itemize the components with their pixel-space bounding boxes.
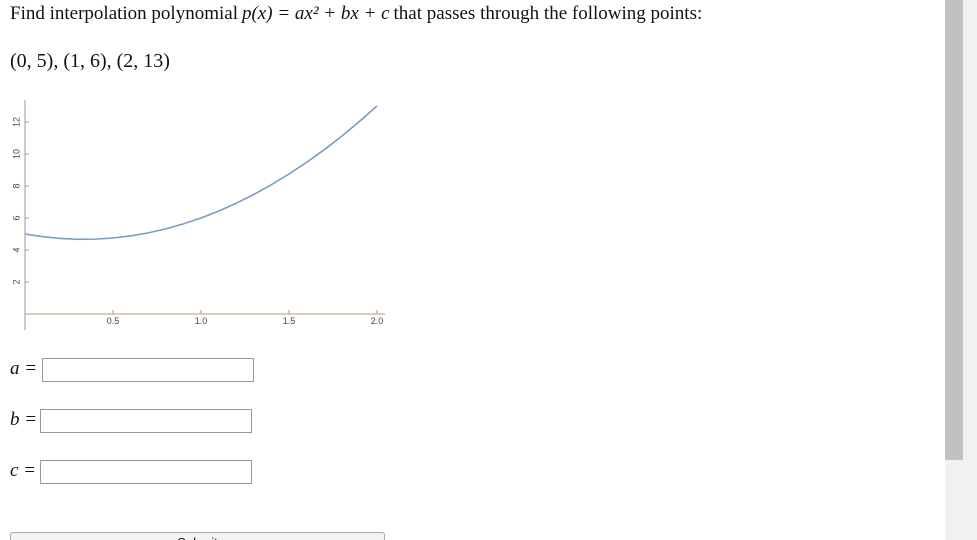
y-tick-label: 4 — [11, 247, 21, 252]
input-label: c = — [10, 460, 37, 481]
y-tick-label: 8 — [11, 183, 21, 188]
input-a[interactable] — [42, 358, 254, 382]
input-label: a = — [10, 358, 38, 379]
y-tick-label: 10 — [11, 149, 21, 159]
input-b[interactable] — [40, 409, 252, 433]
input-label: b = — [10, 409, 38, 430]
x-tick-label: 1.0 — [195, 316, 208, 326]
points: (0, 5), (1, 6), (2, 13) — [10, 50, 170, 72]
x-tick-label: 1.5 — [283, 316, 296, 326]
x-tick-label: 0.5 — [107, 316, 120, 326]
input-c[interactable] — [40, 460, 252, 484]
question-prefix: Find interpolation polynomial — [10, 3, 238, 24]
curve — [24, 105, 378, 241]
formula: p(x) = ax² + bx + c — [241, 3, 390, 24]
plot: 2 4 6 8 10 12 0.5 1.0 1.5 2.0 — [11, 100, 385, 330]
y-tick-label: 12 — [11, 117, 21, 127]
submit-button[interactable]: Submit — [10, 532, 385, 540]
y-tick-label: 2 — [11, 279, 21, 284]
scrollbar-thumb[interactable] — [945, 0, 963, 460]
question-suffix: that passes through the following points… — [393, 3, 703, 24]
y-tick-label: 6 — [11, 215, 21, 220]
question: Find interpolation polynomial p(x) = ax² … — [10, 3, 702, 25]
x-tick-label: 2.0 — [371, 316, 384, 326]
